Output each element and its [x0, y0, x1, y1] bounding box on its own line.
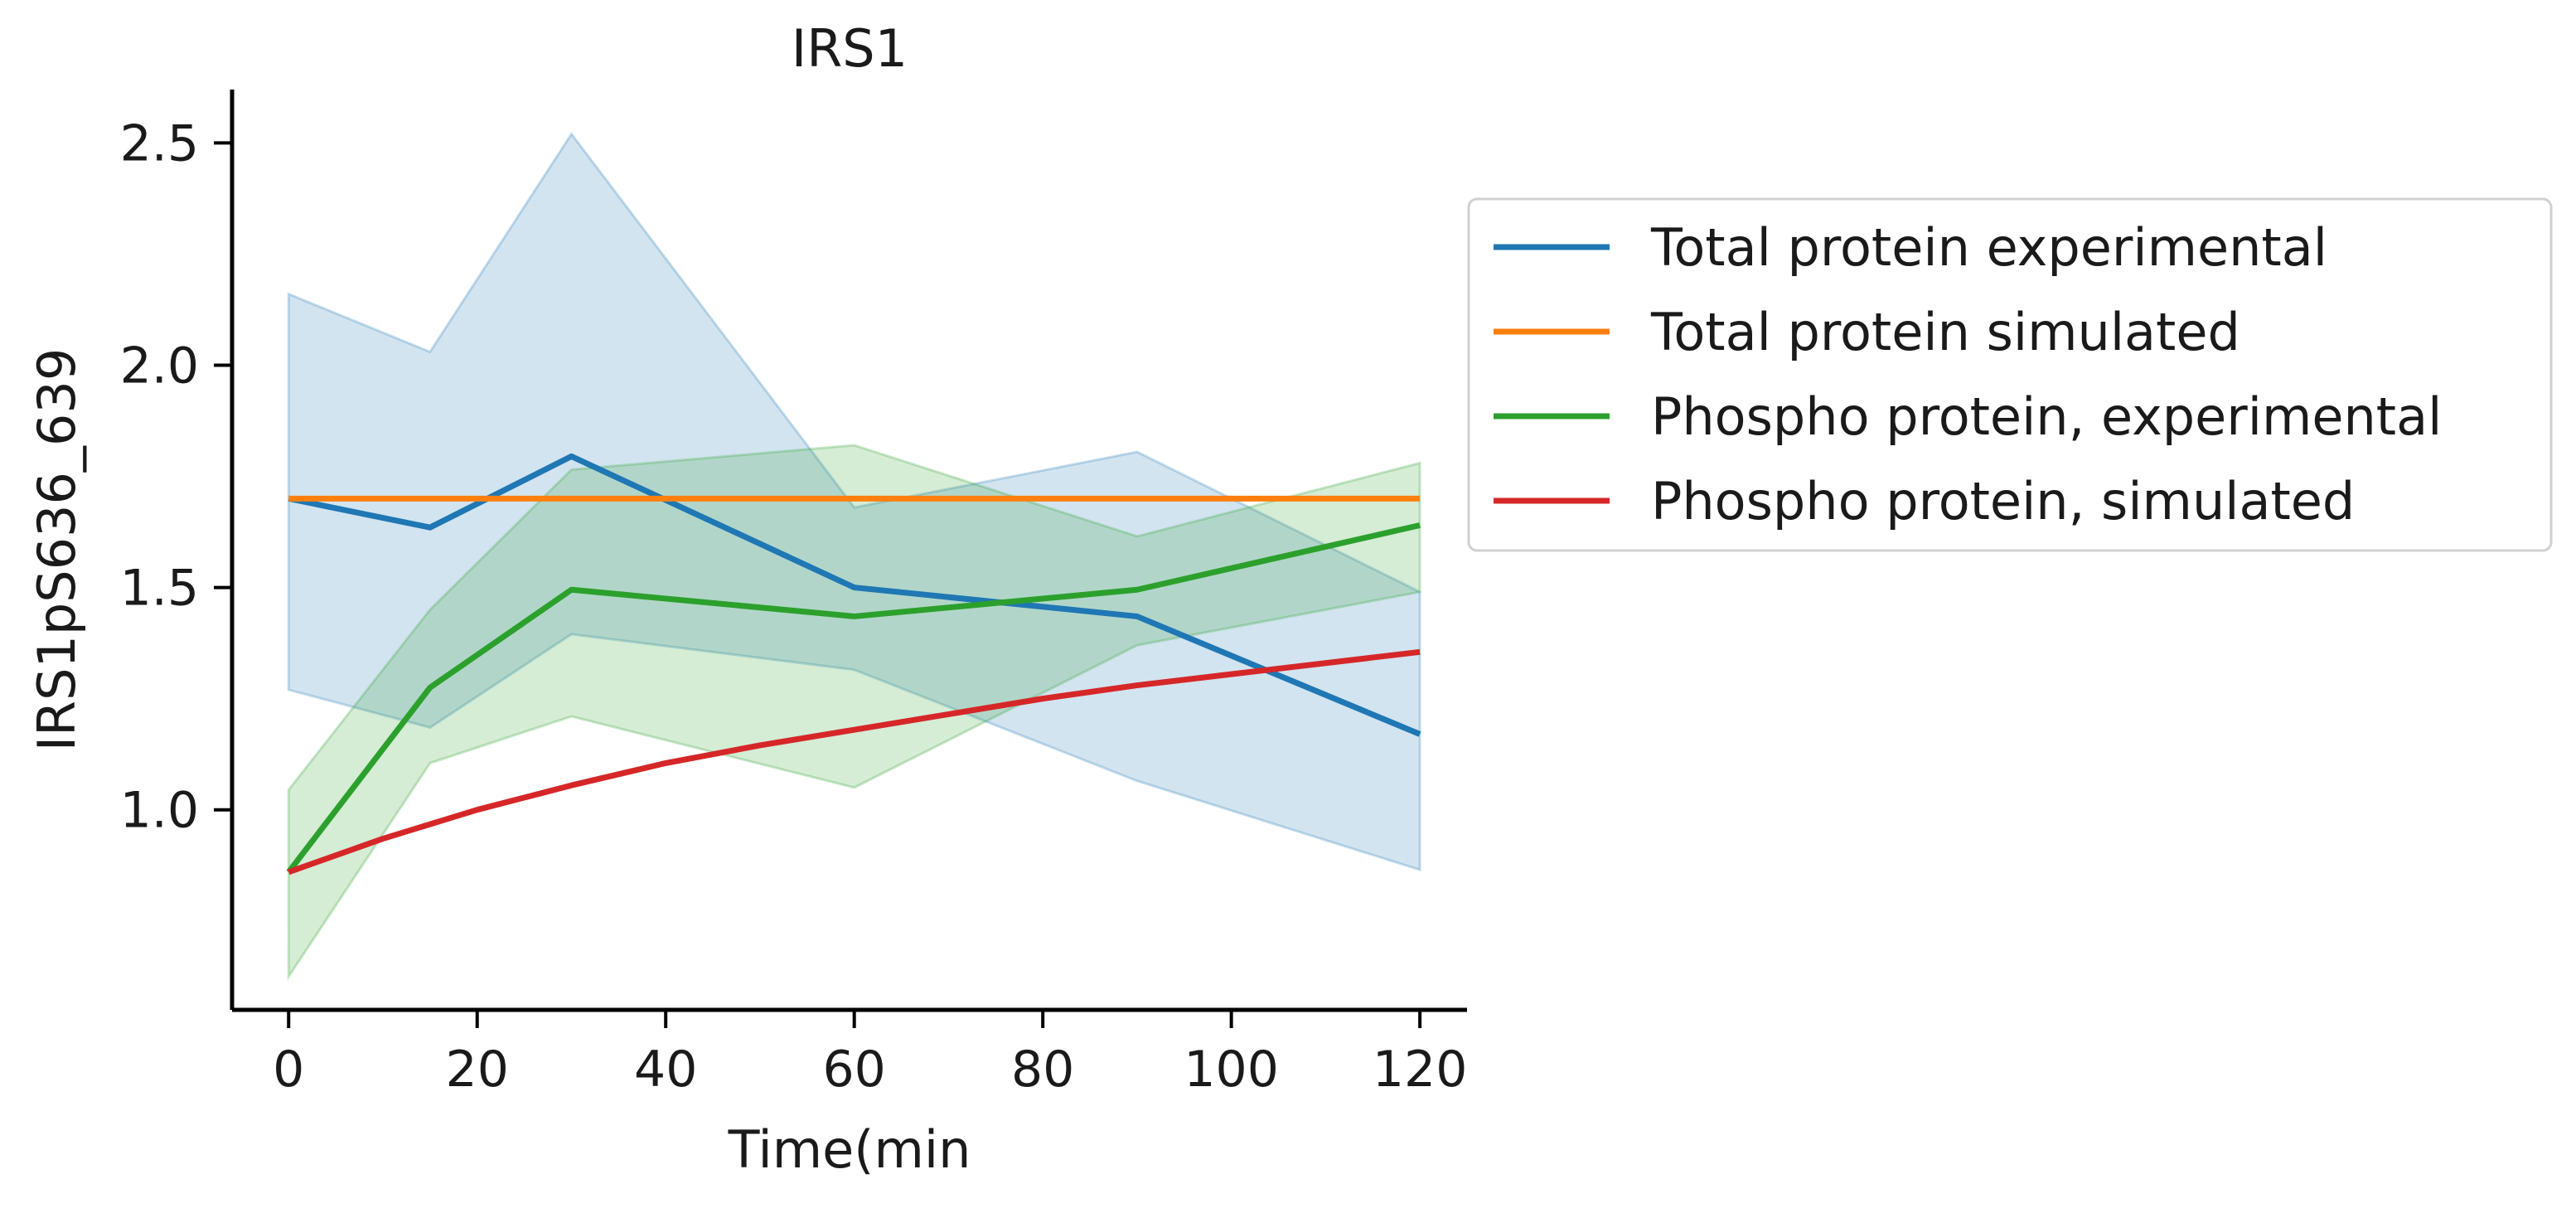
y-tick-label: 2.0 — [120, 337, 199, 395]
y-tick-label: 1.0 — [120, 782, 199, 840]
series-line-0 — [288, 453, 1421, 737]
legend-label-1: Total protein simulated — [1650, 302, 2240, 362]
legend: Total protein experimental Total protein … — [1467, 197, 2553, 552]
confidence-bands — [287, 132, 1421, 981]
x-tick-label: 40 — [634, 1041, 697, 1099]
legend-box — [1467, 197, 2553, 552]
series-line-2 — [286, 522, 1421, 874]
x-tick-label: 60 — [823, 1041, 886, 1099]
axis-ticks: 0 20 40 60 80 100 120 1.0 1.5 2.0 2.5 — [120, 114, 1468, 1099]
axes — [230, 90, 1467, 1012]
band-2 — [287, 444, 1421, 981]
x-tick-label: 120 — [1373, 1041, 1468, 1099]
x-axis-label: Time(min — [728, 1119, 971, 1180]
y-axis-label: IRS1pS636_639 — [27, 348, 87, 752]
x-tick-label: 100 — [1184, 1041, 1279, 1099]
legend-label-0: Total protein experimental — [1650, 217, 2327, 278]
y-tick-label: 1.5 — [120, 560, 199, 618]
legend-label-3: Phospho protein, simulated — [1651, 471, 2355, 531]
x-tick-label: 0 — [273, 1041, 304, 1099]
legend-label-2: Phospho protein, experimental — [1651, 386, 2442, 447]
series-lines — [286, 453, 1421, 876]
y-tick-label: 2.5 — [120, 114, 199, 172]
x-tick-label: 80 — [1011, 1041, 1074, 1099]
chart-title: IRS1 — [792, 18, 908, 79]
x-tick-label: 20 — [446, 1041, 509, 1099]
series-line-3 — [288, 648, 1421, 876]
